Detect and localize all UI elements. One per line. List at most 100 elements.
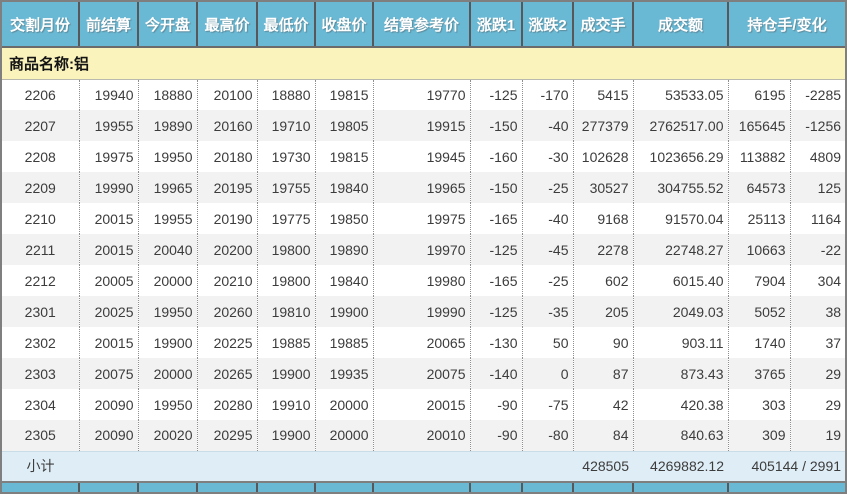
cell-oi-change: 304: [817, 272, 842, 289]
cell-close: 20000: [315, 389, 374, 420]
cell-change1: -160: [470, 141, 523, 172]
cell-volume: 42: [573, 389, 634, 420]
cell-close: 19840: [315, 172, 374, 203]
cell-change2: -45: [522, 234, 574, 265]
cell-open-interest: 25113: [728, 203, 791, 234]
cell-change1: -150: [470, 172, 523, 203]
cell-oi-change: 38: [825, 303, 842, 320]
cell-settlement-ref: 20015: [373, 389, 471, 420]
cell-low: 19775: [257, 203, 316, 234]
cell-change1: -165: [470, 265, 523, 296]
subtotal-spacer: [79, 450, 573, 483]
cell-open-interest: 303: [728, 389, 791, 420]
column-header-low: 最低价: [256, 2, 315, 48]
cell-low: 19900: [257, 358, 316, 389]
cell-oi-change: -1256: [805, 117, 842, 134]
cell-low: 19810: [257, 296, 316, 327]
cell-settlement-ref: 19970: [373, 234, 471, 265]
cell-close: 19840: [315, 265, 374, 296]
cell-oi-change: 29: [825, 396, 842, 413]
cell-high: 20265: [197, 358, 258, 389]
cell-change2: -40: [522, 110, 574, 141]
cell-open: 19965: [138, 172, 198, 203]
cell-delivery-month: 2305: [2, 420, 80, 451]
table-row: 2304 20090 19950 20280 19910 20000 20015…: [2, 389, 845, 420]
cell-prev-settlement: 20005: [79, 265, 139, 296]
cell-oi-change: 19: [825, 427, 842, 444]
cell-low: 19800: [257, 265, 316, 296]
cell-volume: 9168: [573, 203, 634, 234]
cell-open: 19900: [138, 327, 198, 358]
cell-turnover: 2762517.00: [633, 110, 729, 141]
cell-high: 20160: [197, 110, 258, 141]
cell-oi-change: 4809: [809, 148, 842, 165]
cell-turnover: 304755.52: [633, 172, 729, 203]
cell-delivery-month: 2206: [2, 79, 80, 110]
cell-turnover: 53533.05: [633, 79, 729, 110]
cell-open: 18880: [138, 79, 198, 110]
cell-delivery-month: 2301: [2, 296, 80, 327]
cell-open: 19890: [138, 110, 198, 141]
column-header-delivery-month: 交割月份: [2, 2, 79, 48]
column-header-open-interest-change: 持仓手/变化: [726, 2, 845, 48]
cell-settlement-ref: 20065: [373, 327, 471, 358]
cell-open: 20000: [138, 358, 198, 389]
cell-close: 19900: [315, 296, 374, 327]
cell-close: 19805: [315, 110, 374, 141]
cell-settlement-ref: 19770: [373, 79, 471, 110]
cell-volume: 205: [573, 296, 634, 327]
cell-change1: -165: [470, 203, 523, 234]
cell-open-interest: 7904: [728, 265, 791, 296]
cell-change2: -35: [522, 296, 574, 327]
subtotal-volume: 428505: [573, 450, 633, 483]
cell-volume: 277379: [573, 110, 634, 141]
cell-oi-change: 29: [825, 365, 842, 382]
cell-change2: -170: [522, 79, 574, 110]
commodity-group-row: 商品名称:铝: [2, 47, 845, 80]
cell-turnover: 6015.40: [633, 265, 729, 296]
cell-open-interest: 10663: [728, 234, 791, 265]
column-header-close: 收盘价: [314, 2, 373, 48]
cell-delivery-month: 2207: [2, 110, 80, 141]
cell-open: 19955: [138, 203, 198, 234]
cell-high: 20200: [197, 234, 258, 265]
cell-open: 20040: [138, 234, 198, 265]
cell-settlement-ref: 20075: [373, 358, 471, 389]
column-header-turnover: 成交额: [632, 2, 728, 48]
table-row: 2212 20005 20000 20210 19800 19840 19980…: [2, 265, 845, 296]
cell-settlement-ref: 19975: [373, 203, 471, 234]
cell-open-interest: 6195: [728, 79, 791, 110]
cell-prev-settlement: 19975: [79, 141, 139, 172]
table-row: 2208 19975 19950 20180 19730 19815 19945…: [2, 141, 845, 172]
subtotal-turnover: 4269882.12: [633, 450, 728, 483]
cell-change2: -30: [522, 141, 574, 172]
cell-high: 20195: [197, 172, 258, 203]
cell-close: 19815: [315, 79, 374, 110]
cell-change2: -40: [522, 203, 574, 234]
cell-open-interest: 113882: [728, 141, 791, 172]
cell-low: 19710: [257, 110, 316, 141]
cell-prev-settlement: 20090: [79, 420, 139, 451]
cell-turnover: 420.38: [633, 389, 729, 420]
cell-high: 20210: [197, 265, 258, 296]
next-section-header-strip: [2, 482, 845, 492]
cell-delivery-month: 2302: [2, 327, 80, 358]
cell-delivery-month: 2303: [2, 358, 80, 389]
cell-high: 20280: [197, 389, 258, 420]
cell-change2: -25: [522, 265, 574, 296]
cell-prev-settlement: 20025: [79, 296, 139, 327]
cell-high: 20295: [197, 420, 258, 451]
cell-change1: -125: [470, 296, 523, 327]
cell-low: 19755: [257, 172, 316, 203]
cell-change2: -75: [522, 389, 574, 420]
cell-oi-change: 37: [825, 334, 842, 351]
cell-open: 19950: [138, 141, 198, 172]
cell-delivery-month: 2208: [2, 141, 80, 172]
column-header-prev-settlement: 前结算: [78, 2, 138, 48]
table-row: 2207 19955 19890 20160 19710 19805 19915…: [2, 110, 845, 141]
cell-change2: -80: [522, 420, 574, 451]
cell-settlement-ref: 19915: [373, 110, 471, 141]
cell-change1: -140: [470, 358, 523, 389]
